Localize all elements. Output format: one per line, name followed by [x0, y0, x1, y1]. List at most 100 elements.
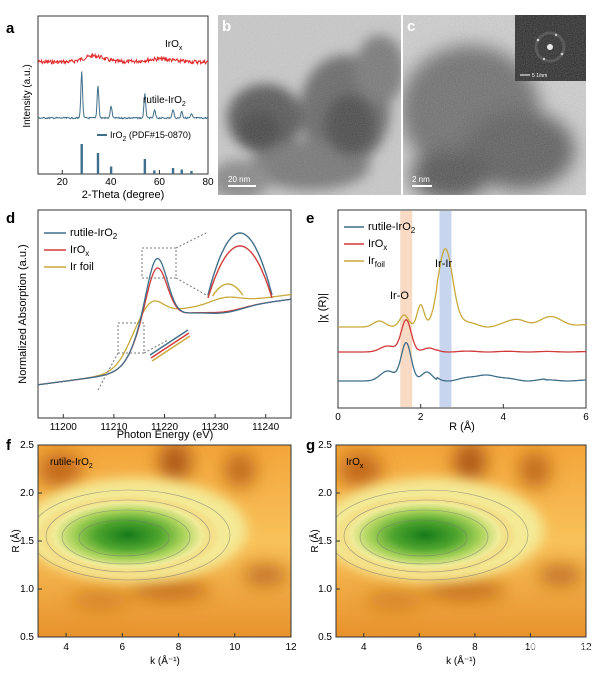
ytick-label: 1.5: [20, 536, 34, 547]
zoom-inset-peaks: [207, 232, 273, 299]
zoom-inset-edge: [149, 329, 191, 362]
legend-entry: IrOx: [70, 244, 89, 258]
ylabel-g: R (Å): [308, 529, 321, 552]
ytick-label: 1.0: [20, 584, 34, 595]
ref-bar: [190, 171, 193, 174]
xlabel-d: Photon Energy (eV): [117, 429, 214, 441]
xtick-label: 2: [418, 412, 424, 423]
xtick-label: 20: [57, 177, 69, 188]
highlight-ir-ir: [439, 211, 452, 407]
axes-frame-a: [37, 15, 209, 175]
annotation-ir-ir: Ir-Ir: [435, 258, 452, 270]
xlabel-e: R (Å): [449, 420, 475, 433]
xtick-label: 6: [583, 412, 589, 423]
ytick-label: 1.5: [318, 536, 332, 547]
xtick-label: 8: [472, 642, 478, 653]
panel-e: e |χ (R)| R (Å) 0 2 4 6 Ir-O Ir-Ir rutile-I…: [306, 209, 589, 433]
ref-bar: [180, 169, 183, 174]
axes-frame-d: [37, 209, 292, 419]
scale-label-c: 2 nm: [412, 175, 430, 184]
xtick-label: 4: [501, 412, 507, 423]
ref-bar: [109, 166, 113, 174]
series-rutile-e: [338, 342, 586, 382]
highlight-ir-o: [400, 211, 413, 407]
ytick-label: 2.5: [20, 440, 34, 451]
legend-entry: rutile-IrO2: [70, 227, 118, 241]
ytick-label: 2.0: [318, 488, 332, 499]
xtick-label: 6: [417, 642, 423, 653]
zoom-box-top: [141, 247, 177, 279]
fft-inset: 5 1/nm: [515, 15, 586, 81]
xlabel-f: k (Å⁻¹): [150, 654, 180, 667]
scale-label-b: 20 nm: [228, 175, 251, 184]
legend-irox-a: IrOx: [165, 39, 183, 52]
wavelet-map-g: [336, 445, 586, 637]
xtick-label: 80: [202, 177, 214, 188]
xlabel-g: k (Å⁻¹): [446, 654, 476, 667]
ytick-label: 1.0: [318, 584, 332, 595]
ylabel-f: R (Å): [9, 529, 22, 552]
xtick-label: 10: [229, 642, 241, 653]
series-irox-e: [338, 319, 586, 353]
xtick-label: 12: [285, 642, 297, 653]
ylabel-d: Normalized Absorption (a.u.): [17, 244, 29, 383]
ticks-g: 4 6 8 10 12 0.5 1.0 1.5 2.0 2.5: [318, 440, 592, 653]
legend-e: rutile-IrO2 IrOx Irfoil: [344, 221, 416, 269]
xtick-label: 11200: [50, 422, 78, 433]
legend-pdf-a: IrO2 (PDF#15-0870): [110, 130, 191, 143]
ytick-label: 2.0: [20, 488, 34, 499]
panel-b-tem-image: b 20 nm: [218, 15, 401, 195]
ylabel-a: Intensity (a.u.): [22, 64, 33, 127]
xtick-label: 60: [154, 177, 166, 188]
legend-entry: rutile-IrO2: [368, 221, 416, 235]
xticks-d: 11200 11210 11220 11230 11240: [50, 414, 280, 433]
legend-entry: Irfoil: [368, 255, 385, 269]
ticks-f: 4 6 8 10 12 0.5 1.0 1.5 2.0 2.5: [20, 440, 297, 653]
inner-label-f: rutile-IrO2: [50, 457, 93, 470]
legend-rutile-a: rutile-IrO2: [143, 95, 186, 108]
series-irfoil-e: [338, 248, 586, 328]
inner-label-g: IrOx: [346, 457, 364, 470]
xtick-label: 0: [335, 412, 341, 423]
xtick-label: 11210: [100, 422, 128, 433]
panel-a: a Intensity (a.u.) 2-Theta (degree) 20 40…: [6, 15, 214, 201]
ref-bar: [80, 144, 83, 174]
axes-frame-e: [337, 209, 587, 409]
xtick-label: 10: [525, 642, 537, 653]
xtick-label: 11230: [202, 422, 230, 433]
zoom-box-bottom: [117, 322, 145, 354]
legend-d: rutile-IrO2 IrOx Ir foil: [44, 227, 118, 273]
ytick-label: 2.5: [318, 440, 332, 451]
panel-label-b: b: [222, 18, 231, 35]
ref-bar: [96, 153, 100, 174]
ylabel-e: |χ (R)|: [317, 293, 329, 323]
legend-entry: IrOx: [368, 238, 387, 252]
series-rutile-a: [37, 71, 209, 120]
ytick-label: 0.5: [318, 632, 332, 643]
xtick-label: 11220: [151, 422, 179, 433]
series-irfoil-d: [37, 293, 292, 386]
panel-c-hrtem-image: c 2 nm 5 1/nm: [403, 15, 586, 195]
xtick-label: 6: [120, 642, 126, 653]
panel-label-c: c: [407, 18, 415, 35]
panel-label-a: a: [6, 20, 15, 37]
panel-label-e: e: [306, 210, 314, 227]
watermark: 知乎 @测试云平台: [484, 642, 592, 657]
xtick-label: 12: [580, 642, 592, 653]
panel-label-f: f: [6, 437, 12, 454]
ref-bar: [153, 170, 156, 174]
xtick-label: 4: [361, 642, 367, 653]
series-rutile-d: [37, 257, 292, 386]
ref-bar: [143, 159, 147, 174]
panel-label-g: g: [306, 437, 315, 454]
ytick-label: 0.5: [20, 632, 34, 643]
xticks-e: 0 2 4 6: [335, 404, 589, 423]
fft-scale-label: 5 1/nm: [532, 73, 547, 79]
legend-entry: Ir foil: [70, 261, 94, 273]
reference-bars-a: [80, 144, 193, 174]
panel-d: d Normalized Absorption (a.u.) Photon En…: [6, 209, 292, 441]
xtick-label: 8: [176, 642, 182, 653]
xtick-label: 40: [105, 177, 117, 188]
